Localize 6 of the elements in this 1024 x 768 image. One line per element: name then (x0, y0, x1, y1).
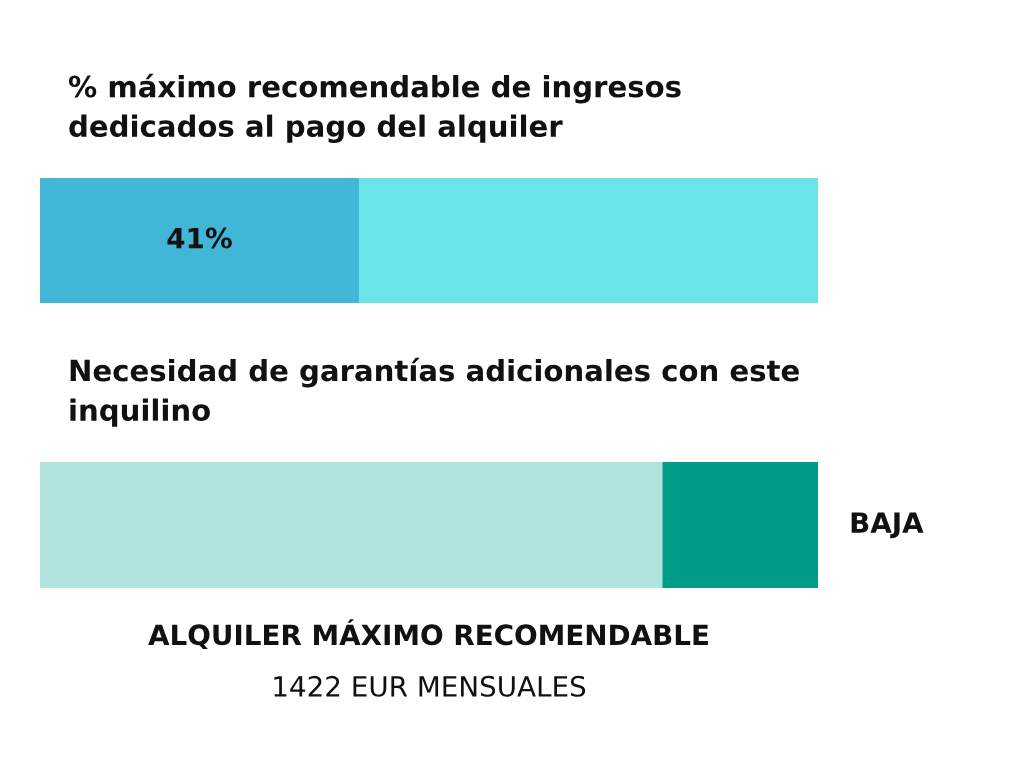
chart-title: % máximo recomendable de ingresos dedicados al pago del alquiler (68, 73, 681, 143)
chart-title: Necesidad de garantías adicionales con este inquilino (70, 357, 799, 427)
text: 1422 EUR MENSUALES (274, 675, 586, 697)
data-label: 41% (167, 227, 232, 249)
text: ALQUILER MÁXIMO RECOMENDABLE (148, 619, 708, 650)
text: BAJA (851, 512, 924, 539)
